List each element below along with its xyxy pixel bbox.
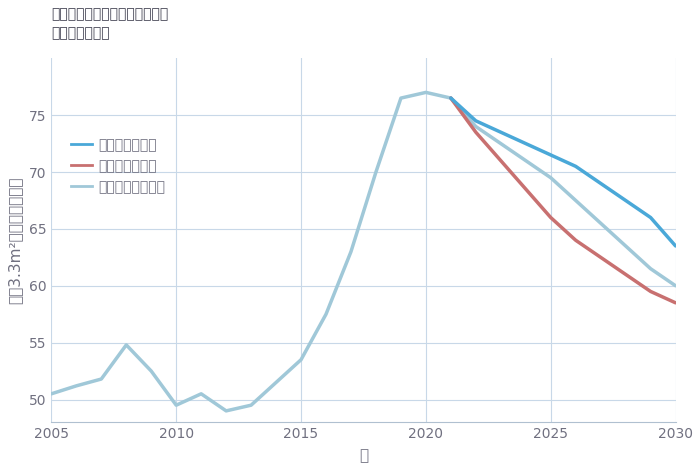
X-axis label: 年: 年 [359,448,368,463]
Legend: グッドシナリオ, バッドシナリオ, ノーマルシナリオ: グッドシナリオ, バッドシナリオ, ノーマルシナリオ [71,138,166,194]
Y-axis label: 坪（3.3m²）単価（万円）: 坪（3.3m²）単価（万円） [7,177,22,304]
Text: 愛知県名古屋市中村区名楽町の
土地の価格推移: 愛知県名古屋市中村区名楽町の 土地の価格推移 [51,7,169,40]
